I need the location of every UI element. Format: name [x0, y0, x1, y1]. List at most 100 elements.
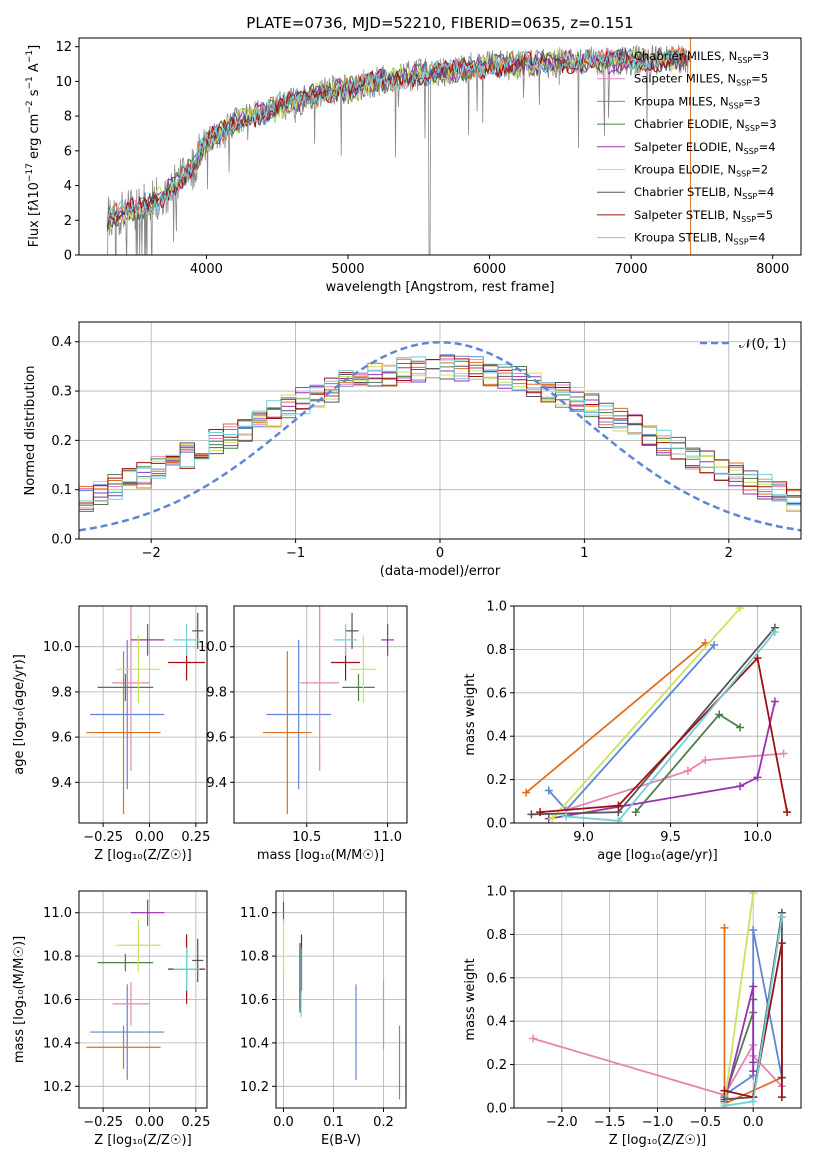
y-tick-label: 9.8: [51, 685, 72, 700]
weight-marker-kroupa_stelib: [749, 1097, 758, 1106]
y-tick-label: 0.8: [486, 928, 507, 943]
mass-weight-vs-metallicity-panel: −2.0 −1.5 −1.0 −0.5 0.0 0.0 0.2 0.4 0.6 0.8 1.0 Z […: [463, 885, 802, 1148]
y-tick-label: 0.0: [51, 533, 72, 548]
y-tick-label: 0.4: [51, 335, 72, 350]
legend-label-kroupa_stelib: Kroupa STELIB, NSSP=4: [634, 231, 765, 247]
axes-frame: [78, 37, 802, 256]
weight-marker-kroupa_stelib: [614, 816, 623, 823]
weight-marker-salpeter_stelib: [777, 1093, 786, 1102]
y-tick-label: 9.6: [206, 731, 227, 746]
plot-area: [522, 606, 792, 823]
x-axis-label: E(B-V): [321, 1133, 361, 1148]
y-tick-label: 1.0: [486, 885, 507, 900]
x-tick-label: 0.00: [135, 1115, 164, 1130]
x-tick-label: 0.0: [273, 1115, 294, 1130]
plot-area: [79, 340, 801, 532]
plot-area: [529, 891, 786, 1108]
x-tick-label: 4000: [190, 262, 223, 277]
y-tick-label: 0.6: [486, 971, 507, 986]
weight-marker-salpeter_elodie: [770, 697, 779, 706]
weight-marker-salpeter_stelib: [753, 654, 762, 663]
y-tick-label: 8: [64, 110, 72, 125]
legend-label-salpeter_miles: Salpeter MILES, NSSP=5: [634, 72, 768, 88]
x-axis-label: (data-model)/error: [380, 564, 501, 579]
y-axis-label: age [log₁₀(age/yr)]: [12, 654, 27, 775]
legend-label-salpeter_stelib: Salpeter STELIB, NSSP=5: [634, 208, 773, 224]
weight-line-salpeter_stelib: [724, 942, 783, 1099]
y-tick-label: 0.8: [486, 643, 507, 658]
legend-label-chabrier_miles: Chabrier MILES, NSSP=3: [634, 49, 769, 65]
x-tick-label: 6000: [473, 262, 506, 277]
weight-marker-chabrier_miles: [749, 926, 758, 935]
y-axis-label: mass weight: [463, 958, 478, 1040]
x-tick-label: −0.25: [83, 1115, 123, 1130]
weight-line-salpeter_miles: [565, 752, 784, 811]
y-tick-label: 0.2: [51, 434, 72, 449]
y-tick-label: 1.0: [486, 600, 507, 615]
y-tick-label: 9.6: [51, 731, 72, 746]
x-tick-label: −1: [286, 546, 305, 561]
axes-frame: [513, 890, 802, 1109]
y-tick-label: 0.4: [486, 1015, 507, 1030]
y-tick-label: 10.8: [43, 950, 72, 965]
x-axis-label: Z [log₁₀(Z/Z☉)]: [609, 1133, 706, 1148]
plot-area: [86, 899, 206, 1080]
legend-label-normal: 𝒩(0, 1): [739, 337, 786, 352]
axes-frame: [233, 605, 408, 824]
y-tick-label: 10.0: [198, 640, 227, 655]
weight-marker-chabrier_elodie: [715, 710, 724, 719]
x-tick-label: −2.0: [546, 1115, 578, 1130]
weight-marker-salpeter_elodie: [749, 1067, 758, 1076]
y-tick-label: 10.4: [240, 1036, 269, 1051]
y-tick-label: 0.2: [486, 1058, 507, 1073]
x-axis-label: Z [log₁₀(Z/Z☉)]: [94, 848, 191, 863]
plot-area: [282, 901, 401, 1100]
x-tick-label: 2: [725, 546, 733, 561]
y-tick-label: 10.6: [43, 993, 72, 1008]
weight-marker-salpeter_stelib: [614, 801, 623, 810]
x-tick-label: 0.1: [323, 1115, 344, 1130]
weight-line-kroupa_miles: [525, 642, 706, 794]
y-axis-label: Flux [fλ10−17 erg cm−2 s−1 A−1]: [25, 45, 42, 247]
weight-marker-kroupa_stelib: [777, 913, 786, 922]
weight-marker-salpeter_miles: [683, 766, 692, 775]
x-tick-label: 0.25: [181, 830, 210, 845]
x-tick-label: 10.5: [292, 830, 321, 845]
model-spectrum-kroupa_stelib: [106, 48, 688, 224]
age-vs-metallicity-panel: −0.25 0.00 0.25 9.4 9.6 9.8 10.0 Z [log₁₀(Z/Z☉)…: [12, 605, 210, 863]
weight-marker-kroupa_elodie: [736, 606, 745, 613]
histogram-kroupa_stelib: [79, 356, 801, 517]
mass-vs-extinction-panel: 0.0 0.1 0.2 10.2 10.4 10.6 10.8 11.0 E(B-V): [240, 890, 407, 1148]
weight-marker-salpeter_stelib: [777, 939, 786, 948]
x-tick-label: 0.0: [743, 1115, 764, 1130]
weight-marker-kroupa_stelib: [562, 812, 571, 821]
weight-line-salpeter_elodie: [723, 986, 755, 1102]
x-axis-label: age [log₁₀(age/yr)]: [597, 848, 718, 863]
x-tick-label: −1.5: [594, 1115, 626, 1130]
x-axis-label: mass [log₁₀(M/M☉)]: [257, 848, 384, 863]
weight-marker-salpeter_miles: [701, 756, 710, 765]
y-tick-label: 10.2: [240, 1080, 269, 1095]
legend-label-chabrier_elodie: Chabrier ELODIE, NSSP=3: [634, 117, 777, 133]
y-tick-label: 0.6: [486, 686, 507, 701]
mass-weight-vs-age-panel: 9.0 9.5 10.0 0.0 0.2 0.4 0.6 0.8 1.0 age [log₁₀(a…: [463, 600, 802, 863]
weight-marker-salpeter_elodie: [749, 982, 758, 991]
y-tick-label: 10.0: [43, 640, 72, 655]
x-tick-label: −0.25: [83, 830, 123, 845]
legend-label-chabrier_stelib: Chabrier STELIB, NSSP=4: [634, 185, 774, 201]
weight-line-kroupa_elodie: [551, 607, 741, 820]
weight-marker-salpeter_stelib: [720, 1086, 729, 1095]
spectrum-panel: PLATE=0736, MJD=52210, FIBERID=0635, z=0…: [25, 14, 802, 295]
mass-vs-metallicity-panel: −0.25 0.00 0.25 10.2 10.4 10.6 10.8 11.0 Z [log₁…: [12, 890, 210, 1148]
y-tick-label: 9.4: [206, 776, 227, 791]
weight-marker-kroupa_elodie: [749, 891, 758, 898]
weight-marker-kroupa_stelib: [770, 628, 779, 637]
axes-frame: [78, 890, 208, 1109]
y-tick-label: 2: [64, 214, 72, 229]
chart-title: PLATE=0736, MJD=52210, FIBERID=0635, z=0…: [246, 14, 633, 32]
y-tick-label: 0.3: [51, 385, 72, 400]
y-tick-label: 4: [64, 179, 72, 194]
y-axis-label: Normed distribution: [23, 366, 38, 496]
y-tick-label: 11.0: [240, 906, 269, 921]
